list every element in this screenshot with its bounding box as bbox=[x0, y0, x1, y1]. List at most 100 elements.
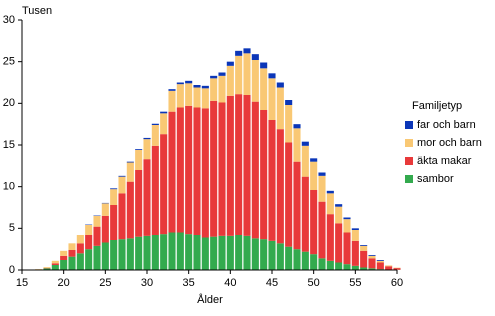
bar-segment bbox=[135, 237, 142, 270]
bar-segment bbox=[335, 223, 342, 262]
bar-segment bbox=[360, 245, 367, 246]
bar-segment bbox=[168, 233, 175, 271]
bar-segment bbox=[352, 228, 359, 230]
bar-segment bbox=[227, 62, 234, 66]
bar-segment bbox=[60, 260, 67, 270]
bar-segment bbox=[327, 214, 334, 261]
legend-label: sambor bbox=[417, 173, 454, 185]
bar-segment bbox=[310, 158, 317, 161]
bar-segment bbox=[185, 234, 192, 270]
bar-segment bbox=[135, 149, 142, 150]
x-axis-label: Ålder bbox=[197, 293, 223, 306]
bar-segment bbox=[77, 243, 84, 253]
bar-segment bbox=[260, 63, 267, 69]
bar-segment bbox=[210, 101, 217, 237]
bar-segment bbox=[335, 204, 342, 207]
bar-segment bbox=[360, 251, 367, 268]
bar-segment bbox=[310, 254, 317, 270]
bar-segment bbox=[343, 233, 350, 265]
x-tick-label: 60 bbox=[391, 277, 403, 289]
bar-segment bbox=[285, 105, 292, 143]
bar-segment bbox=[177, 84, 184, 107]
bar-segment bbox=[143, 139, 150, 159]
bar-segment bbox=[52, 261, 59, 264]
x-tick-label: 15 bbox=[16, 277, 28, 289]
bar-segment bbox=[377, 261, 384, 263]
bar-segment bbox=[177, 233, 184, 271]
bar-segment bbox=[277, 243, 284, 270]
bar-segment bbox=[243, 95, 250, 236]
bar-segment bbox=[285, 100, 292, 105]
bar-segment bbox=[118, 177, 125, 194]
bar-segment bbox=[193, 85, 200, 88]
legend-swatch bbox=[405, 157, 413, 165]
y-axis-label: Tusen bbox=[22, 5, 52, 17]
bar-segment bbox=[327, 191, 334, 194]
bar-segment bbox=[168, 112, 175, 233]
bar-segment bbox=[93, 216, 100, 227]
legend-swatch bbox=[405, 175, 413, 183]
bar-segment bbox=[252, 60, 259, 102]
bar-segment bbox=[235, 235, 242, 270]
bar-segment bbox=[377, 260, 384, 261]
bar-segment bbox=[110, 189, 117, 205]
bar-segment bbox=[152, 125, 159, 146]
bar-segment bbox=[185, 81, 192, 84]
bar-segment bbox=[152, 124, 159, 125]
bar-segment bbox=[268, 78, 275, 120]
bar-segment bbox=[210, 76, 217, 79]
y-tick-label: 15 bbox=[3, 139, 15, 151]
bar-segment bbox=[377, 263, 384, 270]
bar-segment bbox=[368, 255, 375, 256]
bar-segment bbox=[143, 138, 150, 139]
bar-segment bbox=[127, 163, 134, 182]
bar-segment bbox=[352, 266, 359, 270]
bar-segment bbox=[327, 193, 334, 214]
legend-swatch bbox=[405, 121, 413, 129]
bar-segment bbox=[135, 150, 142, 170]
bar-segment bbox=[177, 83, 184, 85]
bar-segment bbox=[135, 170, 142, 237]
bar-segment bbox=[143, 159, 150, 236]
bar-segment bbox=[77, 253, 84, 270]
bar-segment bbox=[302, 142, 309, 146]
bar-segment bbox=[277, 129, 284, 243]
bar-segment bbox=[193, 108, 200, 236]
bar-segment bbox=[318, 173, 325, 176]
bar-segment bbox=[160, 113, 167, 134]
bar-segment bbox=[243, 236, 250, 270]
bar-segment bbox=[60, 251, 67, 256]
bar-segment bbox=[118, 193, 125, 239]
bar-segment bbox=[277, 83, 284, 88]
bar-segment bbox=[52, 265, 59, 270]
bar-segment bbox=[293, 249, 300, 270]
bar-segment bbox=[68, 257, 75, 270]
bar-segment bbox=[252, 238, 259, 270]
bar-segment bbox=[335, 263, 342, 271]
y-tick-label: 10 bbox=[3, 181, 15, 193]
x-tick-label: 20 bbox=[58, 277, 70, 289]
bar-segment bbox=[227, 66, 234, 96]
bar-segment bbox=[260, 68, 267, 110]
bar-segment bbox=[143, 236, 150, 270]
bar-segment bbox=[43, 267, 50, 268]
bar-segment bbox=[260, 239, 267, 270]
bar-segment bbox=[218, 103, 225, 236]
bar-segment bbox=[60, 256, 67, 260]
bar-segment bbox=[118, 239, 125, 270]
x-tick-label: 45 bbox=[266, 277, 278, 289]
x-tick-label: 55 bbox=[349, 277, 361, 289]
bar-segment bbox=[202, 86, 209, 89]
bar-segment bbox=[310, 190, 317, 254]
bar-segment bbox=[102, 216, 109, 243]
bar-segment bbox=[293, 124, 300, 128]
bar-segment bbox=[293, 128, 300, 161]
bar-segment bbox=[352, 241, 359, 266]
bar-segment bbox=[127, 182, 134, 239]
bar-segment bbox=[285, 143, 292, 247]
y-tick-label: 30 bbox=[3, 14, 15, 26]
bar-segment bbox=[335, 207, 342, 224]
bar-segment bbox=[68, 250, 75, 257]
x-tick-label: 35 bbox=[183, 277, 195, 289]
